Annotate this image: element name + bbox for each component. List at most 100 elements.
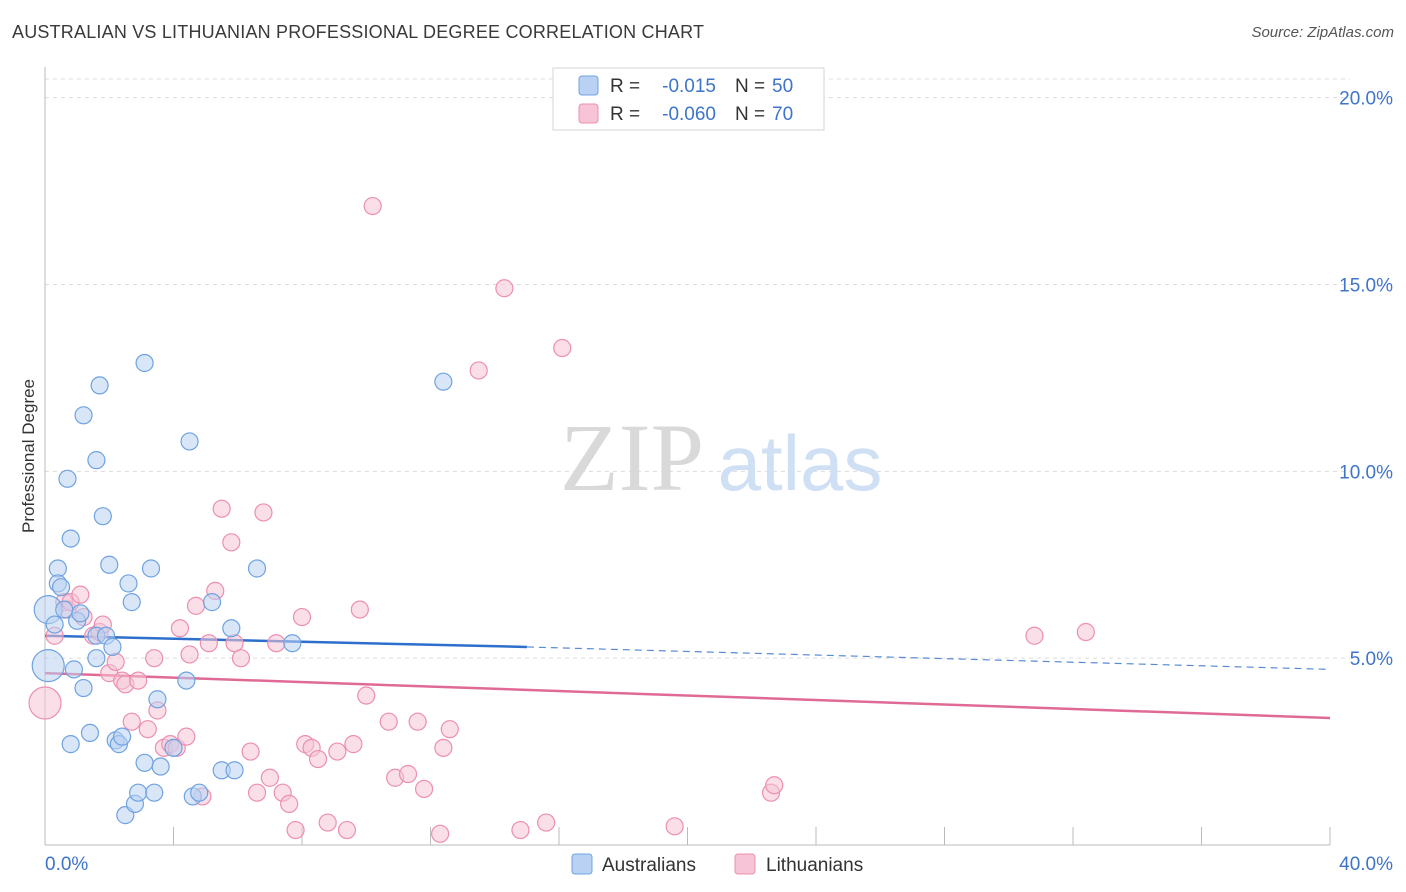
legend-r-label-1: R =	[610, 76, 640, 97]
point-lithuanians-61	[495, 279, 514, 298]
point-australians-45	[225, 761, 244, 780]
point-lithuanians-39	[280, 794, 299, 813]
point-lithuanians-52	[379, 712, 398, 731]
point-australians-46	[247, 559, 267, 578]
point-lithuanians-55	[408, 712, 427, 731]
point-australians-12	[74, 406, 93, 425]
point-lithuanians-11	[106, 652, 125, 672]
legend-bottom-label-lithuanians: Lithuanians	[766, 855, 863, 876]
point-australians-49	[61, 735, 80, 754]
point-australians-5	[51, 578, 71, 597]
point-australians-47	[283, 634, 302, 653]
legend-series: Australians Lithuanians	[571, 853, 863, 876]
point-lithuanians-35	[254, 503, 273, 522]
point-australians-34	[145, 783, 164, 802]
point-australians-32	[135, 753, 154, 772]
point-lithuanians-5	[71, 585, 90, 604]
point-lithuanians-51	[363, 196, 382, 216]
point-australians-39	[180, 432, 199, 451]
point-australians-25	[112, 727, 132, 746]
y-axis-label: Professional Degree	[19, 379, 38, 533]
point-australians-11	[71, 604, 90, 623]
watermark-zip: ZIP	[560, 404, 704, 511]
point-australians-30	[129, 783, 148, 802]
grid-lines	[45, 78, 1350, 659]
point-lithuanians-60	[469, 361, 488, 380]
legend-n-label-2: N =	[735, 104, 765, 125]
point-lithuanians-17	[145, 649, 164, 668]
point-australians-35	[148, 690, 167, 709]
point-lithuanians-62	[511, 820, 530, 840]
point-australians-13	[74, 678, 93, 698]
point-australians-44	[222, 619, 241, 638]
legend-r-value-2: -0.060	[662, 104, 716, 125]
point-lithuanians-41	[292, 607, 312, 627]
point-australians-28	[122, 593, 141, 612]
point-lithuanians-68	[1025, 626, 1044, 645]
point-australians-48	[434, 372, 453, 391]
legend-r-label-2: R =	[610, 104, 640, 125]
point-lithuanians-36	[260, 768, 279, 787]
y-tick-label-1: 10.0%	[1339, 462, 1393, 483]
point-australians-33	[141, 559, 161, 578]
point-lithuanians-49	[350, 600, 369, 619]
point-lithuanians-25	[186, 596, 206, 615]
trend-line-lithuanians	[44, 671, 1331, 720]
point-lithuanians-64	[553, 338, 572, 358]
point-australians-41	[190, 783, 209, 802]
point-lithuanians-47	[337, 820, 357, 840]
point-australians-21	[100, 555, 119, 574]
point-lithuanians-46	[328, 742, 347, 761]
legend-r-value-1: -0.015	[662, 76, 716, 97]
x-tick-labels: 0.0% 40.0%	[45, 854, 1393, 875]
point-australians-37	[164, 738, 183, 757]
point-lithuanians-34	[247, 783, 267, 802]
point-lithuanians-40	[286, 820, 305, 840]
point-lithuanians-24	[180, 645, 199, 664]
point-lithuanians-37	[267, 634, 286, 653]
point-lithuanians-59	[440, 720, 459, 739]
point-australians-9	[64, 660, 84, 679]
x-tick-label-min: 0.0%	[45, 854, 88, 875]
point-lithuanians-69	[1076, 622, 1095, 642]
point-lithuanians-50	[357, 686, 376, 705]
y-tick-label-3: 20.0%	[1339, 89, 1393, 110]
point-lithuanians-15	[129, 671, 148, 690]
point-australians-42	[202, 593, 222, 612]
y-tick-label-2: 15.0%	[1339, 276, 1393, 297]
point-lithuanians-22	[170, 619, 190, 638]
point-lithuanians-48	[344, 735, 363, 754]
data-points	[28, 196, 1095, 843]
point-lithuanians-54	[398, 764, 418, 784]
legend-correlation: R = -0.015 N = 50 R = -0.060 N = 70	[552, 67, 825, 131]
point-australians-8	[61, 529, 80, 548]
legend-n-value-2: 70	[772, 104, 793, 125]
point-lithuanians-0	[28, 686, 62, 720]
point-lithuanians-57	[431, 824, 450, 843]
point-lithuanians-45	[318, 813, 337, 832]
chart-title: AUSTRALIAN VS LITHUANIAN PROFESSIONAL DE…	[12, 22, 705, 42]
point-lithuanians-32	[231, 649, 251, 668]
point-australians-27	[119, 574, 138, 593]
point-lithuanians-33	[241, 742, 260, 761]
x-tick-label-max: 40.0%	[1339, 854, 1393, 875]
point-australians-17	[87, 451, 106, 470]
point-lithuanians-63	[537, 813, 556, 832]
point-australians-18	[90, 376, 109, 395]
point-australians-7	[58, 469, 77, 488]
legend-n-label-1: N =	[735, 76, 765, 97]
point-australians-22	[103, 637, 122, 657]
point-lithuanians-30	[222, 533, 241, 552]
trend-line-australians-extension	[526, 646, 1331, 670]
point-australians-36	[151, 757, 170, 776]
y-tick-labels: 5.0% 10.0% 15.0% 20.0%	[1339, 89, 1393, 670]
point-lithuanians-14	[122, 712, 141, 731]
legend-bottom-swatch-lithuanians	[734, 853, 756, 875]
watermark: ZIP atlas	[560, 404, 882, 511]
point-australians-2	[45, 615, 64, 634]
legend-swatch-australians	[578, 75, 599, 96]
point-lithuanians-29	[212, 499, 231, 518]
legend-bottom-label-australians: Australians	[602, 855, 696, 876]
point-lithuanians-23	[177, 727, 196, 746]
